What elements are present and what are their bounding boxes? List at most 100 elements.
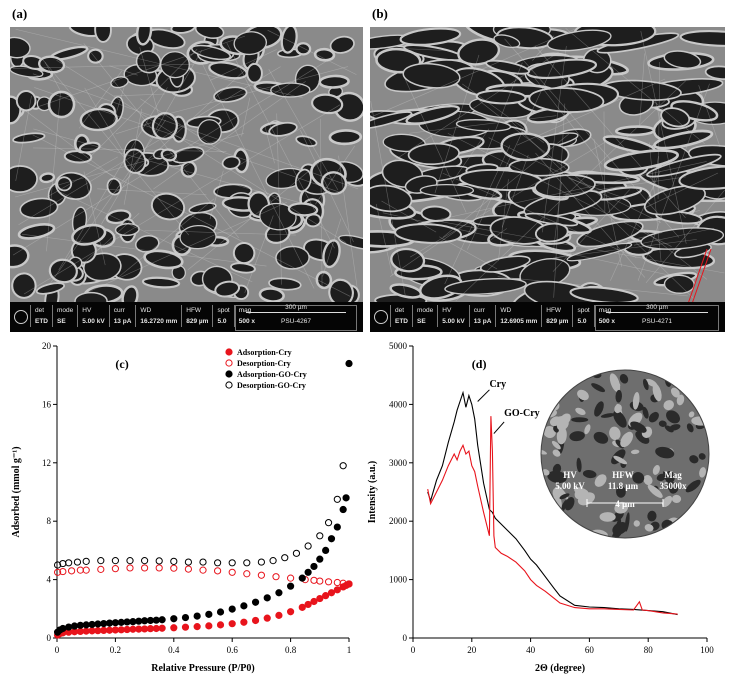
data-point-desorption-cry xyxy=(199,566,207,574)
sem-field-header: mag xyxy=(598,307,612,314)
sem-field-WD: WD 12.6905 mm xyxy=(495,305,541,327)
data-point-desorption-cry xyxy=(214,567,222,575)
data-point-desorption-go-cry xyxy=(269,557,277,565)
sem-field-header: spot xyxy=(577,307,590,314)
sem-field-WD: WD 16.2720 mm xyxy=(135,305,181,327)
data-point-adsorption-go-cry xyxy=(327,535,336,543)
data-point-desorption-go-cry xyxy=(304,542,312,550)
sem-metadata-bar-a: det ETD mode SE HV 5.00 kV curr 13 pA WD 16.2720 … xyxy=(10,302,363,332)
sem-image-b: det ETD mode SE HV 5.00 kV curr 13 pA WD 12.6905 … xyxy=(370,27,725,332)
data-point-adsorption-go-cry xyxy=(59,624,67,633)
data-point-desorption-cry xyxy=(287,574,295,582)
x-tick-label: 0 xyxy=(55,645,60,655)
scale-label-b: 300 µm xyxy=(646,304,668,311)
data-point-desorption-go-cry xyxy=(257,558,265,566)
sem-field-header: HV xyxy=(82,307,92,314)
y-tick-label: 4 xyxy=(47,575,52,585)
sem-field-HV: HV 5.00 kV xyxy=(437,305,468,327)
data-point-adsorption-cry xyxy=(205,622,213,630)
sem-field-header: HV xyxy=(442,307,452,314)
inset-value: 5.00 kV xyxy=(555,481,585,491)
y-axis-label: Adsorbed (mmol g⁻¹) xyxy=(11,446,22,537)
data-point-adsorption-cry xyxy=(82,627,90,635)
y-tick-label: 0 xyxy=(47,633,52,643)
sem-field-header: spot xyxy=(217,307,230,314)
sem-field-value: SE xyxy=(417,318,426,325)
data-point-adsorption-cry xyxy=(251,616,260,625)
x-tick-label: 1 xyxy=(347,645,352,655)
data-point-desorption-go-cry xyxy=(324,519,333,527)
data-point-adsorption-go-cry xyxy=(135,617,143,625)
sem-field-header: curr xyxy=(113,307,125,314)
annotation-go-cry: GO-Cry xyxy=(504,408,540,419)
data-point-adsorption-go-cry xyxy=(333,523,341,531)
data-point-adsorption-go-cry xyxy=(322,546,330,554)
data-point-adsorption-go-cry xyxy=(146,616,155,625)
y-tick-label: 16 xyxy=(42,399,52,409)
data-point-desorption-go-cry xyxy=(199,558,207,566)
sem-field-value: 829 µm xyxy=(546,318,569,325)
x-tick-label: 0.6 xyxy=(227,645,239,655)
sem-field-header: det xyxy=(35,307,45,314)
sem-field-header: mode xyxy=(57,307,74,314)
panel-label: (d) xyxy=(472,357,487,371)
data-point-desorption-go-cry xyxy=(82,557,90,565)
data-point-desorption-cry xyxy=(68,567,76,575)
data-point-adsorption-cry xyxy=(141,625,149,633)
fei-logo-icon xyxy=(14,310,28,324)
data-point-adsorption-go-cry xyxy=(263,594,271,602)
data-point-adsorption-cry xyxy=(158,624,166,632)
sem-image-a: det ETD mode SE HV 5.00 kV curr 13 pA WD 16.2720 … xyxy=(10,27,363,332)
data-point-adsorption-cry xyxy=(287,608,295,616)
y-tick-label: 2000 xyxy=(389,516,408,526)
data-point-desorption-cry xyxy=(243,570,251,578)
sem-field-header: det xyxy=(395,307,405,314)
x-tick-label: 20 xyxy=(467,645,477,655)
data-point-desorption-cry xyxy=(324,578,333,586)
sem-field-value: 5.00 kV xyxy=(82,318,105,325)
inset-sem-image xyxy=(541,370,709,538)
inset-scale-label: 4 µm xyxy=(615,499,635,509)
data-point-adsorption-cry xyxy=(111,626,120,634)
legend-label: Adsorption-GO-Cry xyxy=(237,370,307,379)
data-point-adsorption-go-cry xyxy=(76,621,84,629)
data-point-desorption-go-cry xyxy=(126,557,134,565)
data-point-adsorption-cry xyxy=(322,592,330,600)
data-point-adsorption-go-cry xyxy=(342,494,350,502)
y-tick-label: 20 xyxy=(42,341,52,351)
data-point-adsorption-go-cry xyxy=(88,620,96,629)
sem-field-value: 13 pA xyxy=(113,318,132,325)
legend-label: Desorption-GO-Cry xyxy=(237,381,306,390)
data-point-adsorption-go-cry xyxy=(310,562,318,571)
data-point-adsorption-cry xyxy=(88,627,96,635)
data-point-adsorption-cry xyxy=(105,626,114,634)
data-point-adsorption-cry xyxy=(94,627,102,635)
x-axis-label: 2Θ (degree) xyxy=(535,663,585,674)
data-point-adsorption-go-cry xyxy=(345,359,353,368)
sem-field-curr: curr 13 pA xyxy=(108,305,136,327)
sem-field-value: 5.00 kV xyxy=(442,318,465,325)
data-point-desorption-go-cry xyxy=(170,557,178,565)
data-point-adsorption-go-cry xyxy=(205,610,213,618)
sem-field-value: 500 x xyxy=(598,318,616,325)
sem-field-header: curr xyxy=(473,307,485,314)
data-point-adsorption-cry xyxy=(327,589,336,597)
y-tick-label: 1000 xyxy=(389,575,408,585)
data-point-desorption-cry xyxy=(228,568,236,576)
scale-bar-a xyxy=(246,312,346,313)
data-point-desorption-cry xyxy=(111,565,120,573)
x-tick-label: 40 xyxy=(526,645,536,655)
sem-field-mode: mode SE xyxy=(52,305,77,327)
sem-field-mode: mode SE xyxy=(412,305,437,327)
data-point-adsorption-cry xyxy=(228,620,236,628)
inset-label: HV xyxy=(563,470,577,480)
data-point-adsorption-go-cry xyxy=(105,619,114,627)
data-point-adsorption-cry xyxy=(333,586,341,594)
panel-label-a: (a) xyxy=(12,6,28,21)
data-point-adsorption-cry xyxy=(117,626,125,634)
y-tick-label: 5000 xyxy=(389,341,408,351)
data-point-desorption-go-cry xyxy=(111,557,120,565)
image-id-b: PSU-4271 xyxy=(642,318,672,325)
legend-marker xyxy=(225,359,233,367)
data-point-desorption-go-cry xyxy=(214,559,222,567)
